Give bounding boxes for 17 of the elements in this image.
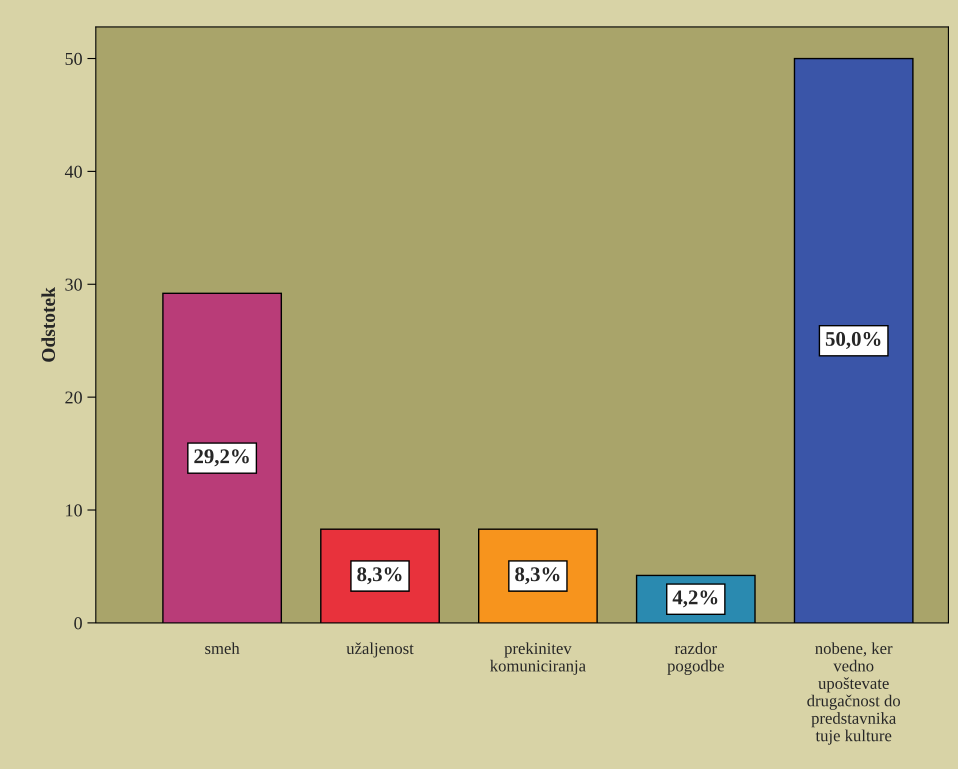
data-label: 29,2% bbox=[194, 449, 249, 466]
data-label: 8,3% bbox=[357, 567, 402, 584]
x-tick-label: užaljenost bbox=[346, 642, 414, 658]
y-tick-label: 50 bbox=[66, 52, 82, 65]
x-tick-label: nobene, ker vedno upoštevate drugačnost do predstavnika tuje kulture bbox=[807, 642, 900, 745]
y-tick-label: 30 bbox=[65, 278, 82, 291]
data-label: 50,0% bbox=[826, 332, 880, 349]
y-tick-label: 40 bbox=[64, 166, 82, 178]
x-tick-label: prekinitev komuniciranja bbox=[490, 642, 586, 675]
y-tick-label: 20 bbox=[65, 391, 82, 404]
data-label: 8,3% bbox=[515, 567, 560, 584]
x-tick-label: smeh bbox=[205, 642, 240, 654]
y-axis-title: Odstotek bbox=[41, 287, 56, 362]
y-tick-label: 10 bbox=[66, 504, 82, 516]
data-label: 4,2% bbox=[672, 590, 718, 608]
y-tick-label: 0 bbox=[74, 617, 82, 630]
x-tick-label: razdor pogodbe bbox=[667, 642, 724, 675]
